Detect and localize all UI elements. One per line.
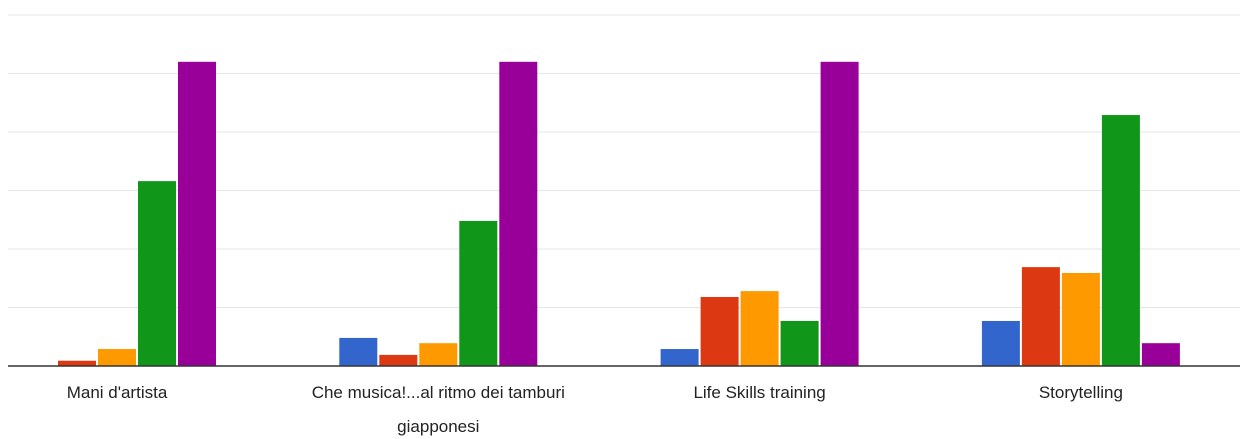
bar (1101, 115, 1140, 366)
bar (981, 320, 1020, 366)
x-tick-label: Life Skills training (693, 383, 826, 402)
bar (98, 349, 136, 366)
bar (178, 61, 216, 367)
bar (419, 343, 458, 366)
bar (700, 296, 739, 366)
bar (339, 337, 378, 366)
bar (138, 181, 176, 366)
bar (660, 349, 699, 366)
bar (499, 61, 538, 367)
bar (459, 220, 498, 366)
bar (1021, 267, 1060, 366)
bar (1141, 343, 1180, 366)
bar (379, 354, 418, 366)
x-tick-label: Mani d'artista (66, 383, 168, 402)
bar (1061, 272, 1100, 366)
bar (820, 61, 859, 367)
x-tick-label: Storytelling (1038, 383, 1123, 402)
bar (780, 320, 819, 366)
bar (740, 291, 779, 366)
x-tick-label: Che musica!...al ritmo dei tamburi giapp… (311, 383, 565, 436)
bar (58, 360, 96, 366)
